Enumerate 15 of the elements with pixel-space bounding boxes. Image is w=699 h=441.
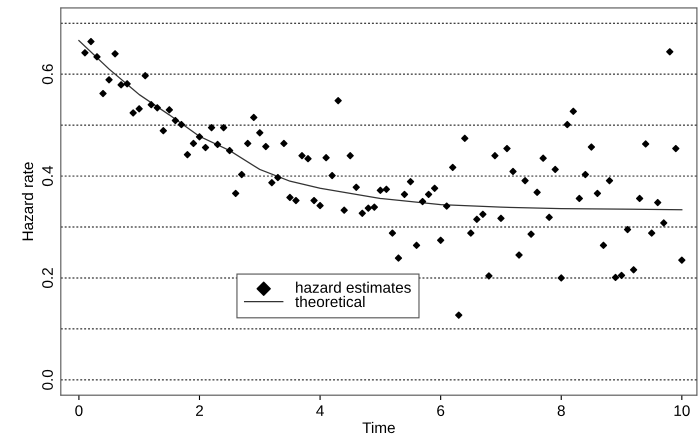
x-tick-label: 6 [437,405,444,416]
line-series [78,40,682,210]
x-tick-label: 2 [196,405,203,416]
legend-label: theoretical [295,296,364,308]
y-tick-label: 0.4 [42,166,53,186]
y-axis-title: Hazard rate [22,162,34,240]
x-tick-label: 4 [316,405,324,416]
x-axis-title: Time [362,422,395,434]
x-tick-label: 0 [75,405,83,416]
x-tick-label: 10 [674,405,690,416]
y-tick-label: 0.0 [42,370,53,390]
y-tick-label: 0.6 [42,64,53,84]
y-tick-label: 0.2 [42,268,53,288]
x-tick-label: 8 [558,405,565,416]
legend-label: hazard estimates [296,282,411,293]
